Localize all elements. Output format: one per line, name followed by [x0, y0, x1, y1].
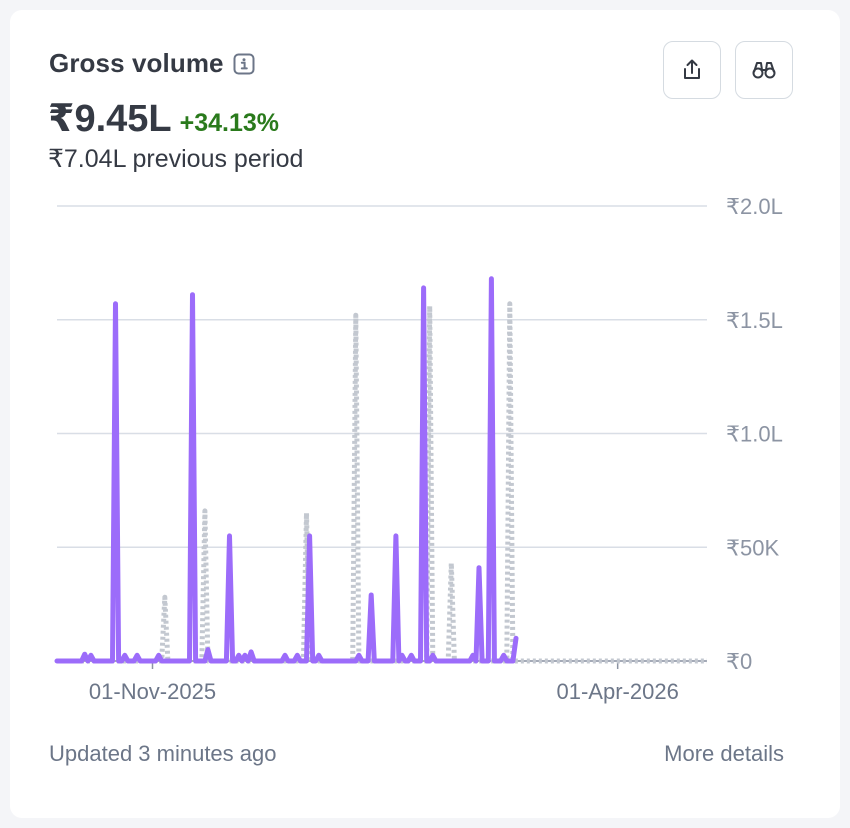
- metric-change: +34.13%: [179, 109, 280, 137]
- card-header: Gross volume: [49, 48, 255, 79]
- series-current-line: [54, 276, 519, 664]
- x-tick-label-0: 01-Nov-2025: [89, 679, 216, 704]
- updated-timestamp: Updated 3 minutes ago: [49, 741, 277, 766]
- metric-row: ₹9.45L +34.13%: [48, 96, 279, 141]
- series-previous-line: [57, 301, 707, 664]
- y-tick-label-3: ₹1.5L: [726, 308, 783, 333]
- y-tick-label-1: ₹50K: [726, 535, 779, 560]
- metric-value: ₹9.45L: [48, 98, 172, 140]
- export-button[interactable]: [663, 41, 721, 99]
- gross-volume-chart: ₹0 ₹50K ₹1.0L ₹1.5L ₹2.0L 01-Nov-2025 01-Apr-2…: [54, 194, 783, 704]
- y-tick-label-0: ₹0: [726, 649, 752, 674]
- y-tick-label-4: ₹2.0L: [726, 194, 783, 219]
- previous-period: ₹7.04L previous period: [48, 145, 304, 173]
- share-icon: [684, 59, 700, 79]
- binoculars-icon: [752, 62, 776, 79]
- explore-button[interactable]: [735, 41, 793, 99]
- card-title: Gross volume: [49, 48, 224, 78]
- y-tick-label-2: ₹1.0L: [726, 422, 783, 447]
- x-tick-label-1: 01-Apr-2026: [557, 679, 679, 704]
- info-icon[interactable]: [233, 53, 255, 75]
- gross-volume-card: Gross volume ₹9.45L +34.13% ₹7.04L previ…: [10, 10, 840, 818]
- more-details-link[interactable]: More details: [664, 741, 784, 766]
